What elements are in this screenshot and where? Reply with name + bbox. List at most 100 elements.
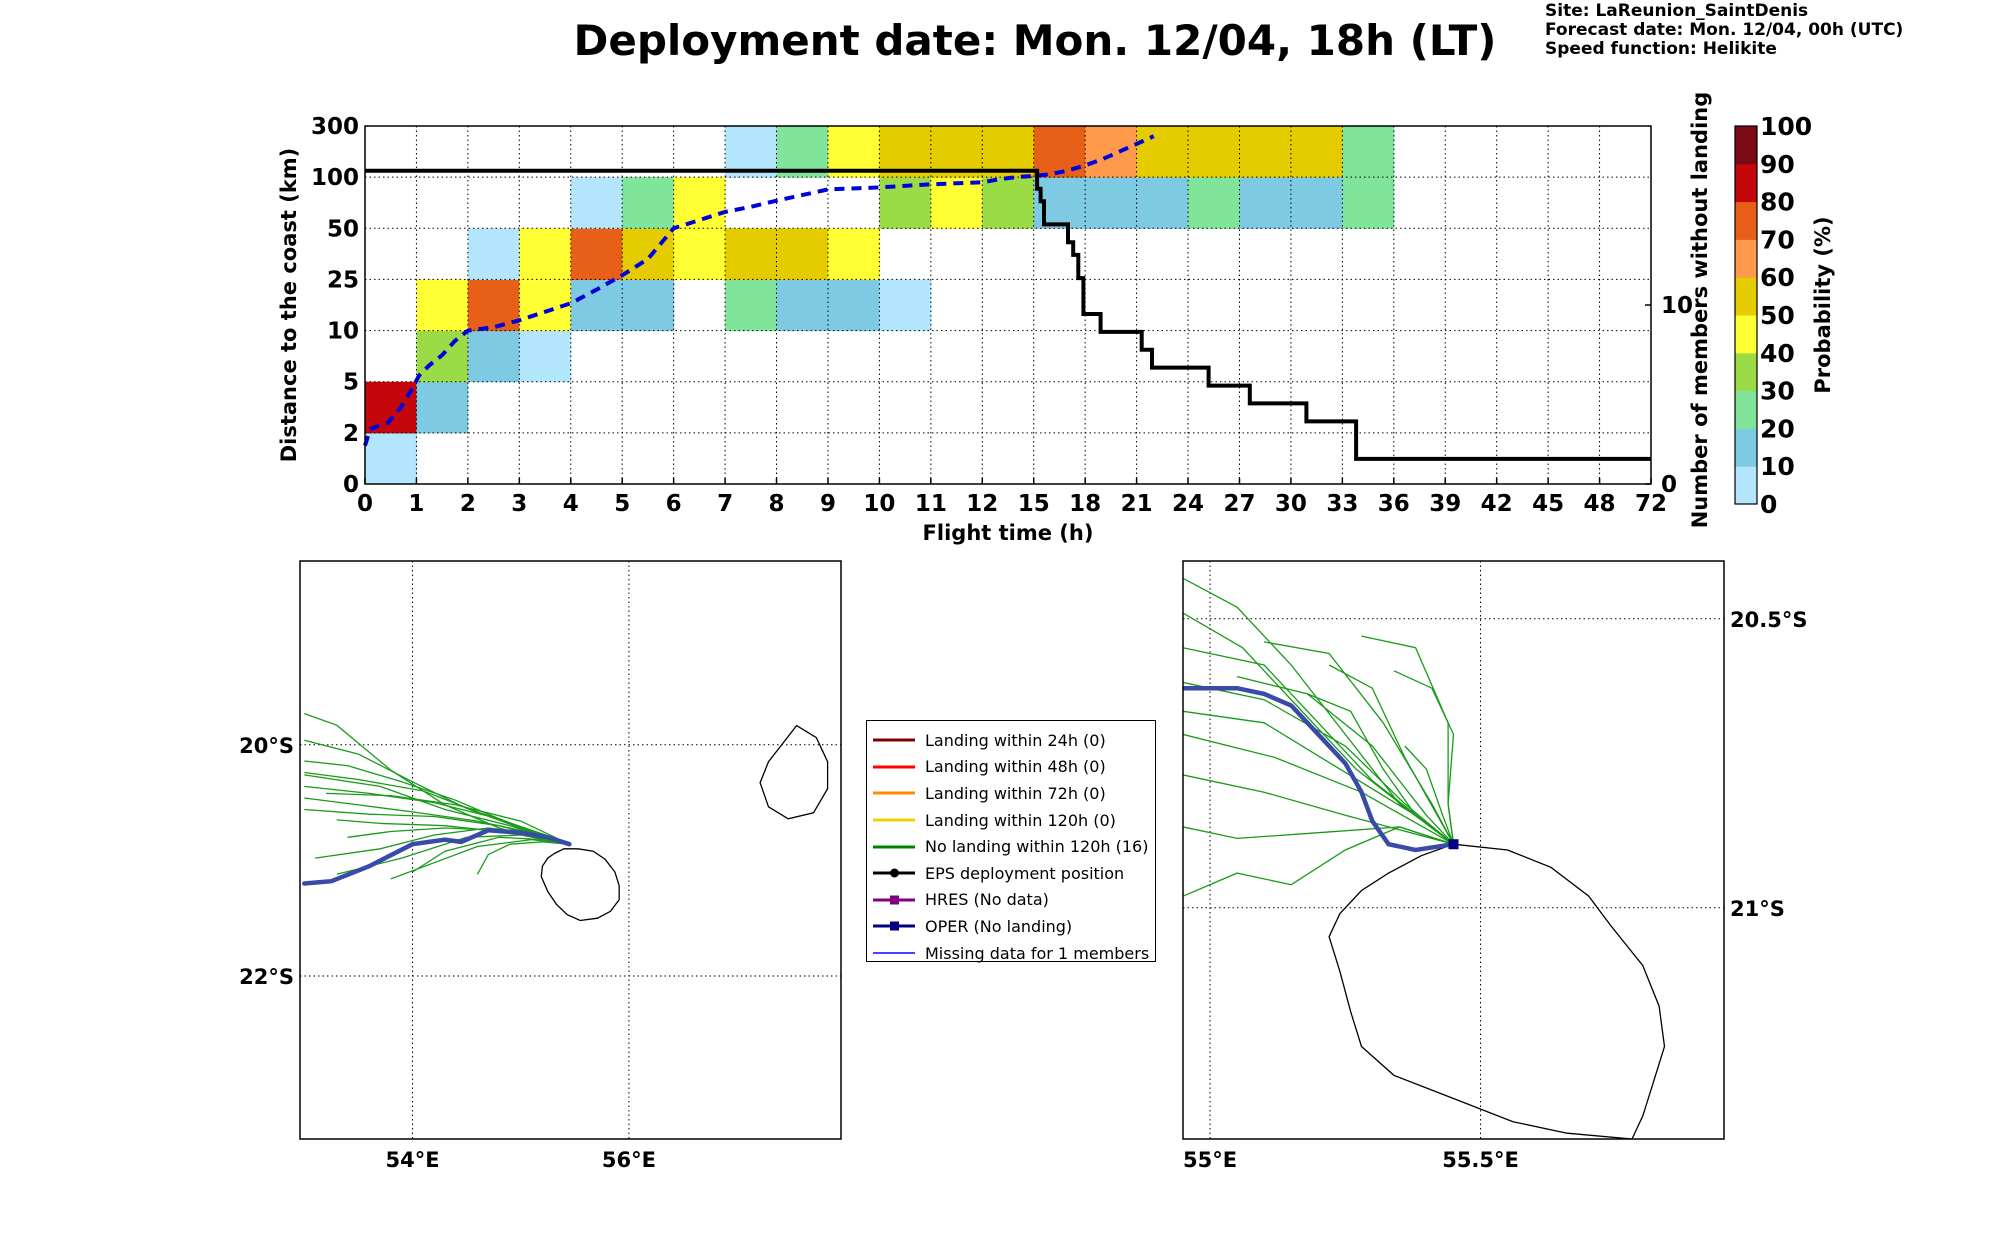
colorbar-tick-label: 100 <box>1760 112 1812 141</box>
x-tick-label: 12 <box>966 491 998 517</box>
map-frame <box>299 560 842 1140</box>
legend-circle-marker <box>890 868 899 878</box>
heatmap-cell <box>519 330 572 383</box>
legend-label: Landing within 48h (0) <box>925 757 1106 777</box>
member-trajectory-line <box>1236 675 1454 845</box>
probability-colorbar: 0 10 20 30 40 50 60 70 80 90 100 Probability (%) <box>1734 112 1835 519</box>
colorbar-tick-label: 40 <box>1760 339 1795 368</box>
heatmap-cell <box>365 432 417 485</box>
colorbar-tick-label: 0 <box>1760 490 1777 519</box>
legend-label: Missing data for 1 members <box>925 943 1150 963</box>
y-axis-label: Distance to the coast (km) <box>277 148 301 463</box>
colorbar-segment <box>1735 277 1757 316</box>
x-tick-label: 0 <box>357 491 373 517</box>
member-trajectory-line <box>476 841 570 875</box>
x-tick-label: 1 <box>408 491 424 517</box>
speed-function-label: Speed function: Helikite <box>1545 39 1777 59</box>
heatmap-cell <box>776 279 829 332</box>
member-trajectory-line <box>1183 733 1454 845</box>
member-trajectory-line <box>325 792 570 845</box>
heatmap-cell <box>1136 126 1189 178</box>
colorbar-segment <box>1735 466 1757 505</box>
oper-trajectory-line <box>1183 685 1456 853</box>
legend-swatch <box>873 890 915 910</box>
heatmap-cell <box>467 228 520 280</box>
legend-swatch <box>873 837 915 857</box>
colorbar-frame <box>1734 125 1758 505</box>
heatmap-cell <box>827 228 880 280</box>
legend-item: Landing within 72h (0) <box>873 780 1155 807</box>
heatmap-cell <box>519 228 572 280</box>
heatmap-cell <box>570 177 623 229</box>
y-tick-label: 5 <box>343 370 359 396</box>
colorbar-segment <box>1735 315 1757 354</box>
y-tick-label: 300 <box>311 114 359 140</box>
legend-line <box>873 791 915 795</box>
heatmap-cell <box>725 279 778 332</box>
member-trajectory-line <box>304 774 570 845</box>
site-label: Site: LaReunion_SaintDenis <box>1545 1 1809 21</box>
colorbar-segment <box>1735 201 1757 240</box>
y2-tick-label: 0 <box>1661 472 1677 498</box>
heatmap-cell <box>416 381 469 434</box>
x-tick-label: 42 <box>1481 491 1513 517</box>
map-y-tick-label: 20°S <box>239 734 294 758</box>
heatmap-cell <box>827 279 880 332</box>
legend-item: OPER (No landing) <box>873 913 1155 940</box>
reunion-coastline <box>540 848 620 922</box>
heatmap-cell <box>570 279 623 332</box>
legend-item: Landing within 24h (0) <box>873 727 1155 754</box>
oper-trajectory-line <box>302 828 572 886</box>
members-without-landing-line <box>365 168 1651 461</box>
member-trajectory-line <box>412 836 570 873</box>
heatmap-cell <box>725 228 778 280</box>
legend-label: Landing within 24h (0) <box>925 730 1106 750</box>
legend-swatch <box>873 783 915 803</box>
heatmap-cell <box>1085 126 1138 178</box>
y-tick-label: 10 <box>327 319 359 345</box>
colorbar-tick-label: 60 <box>1760 263 1795 292</box>
map-x-tick-label: 54°E <box>385 1148 439 1172</box>
x-tick-label: 4 <box>563 491 579 517</box>
reunion-coastline <box>1328 843 1666 1139</box>
member-trajectory-line <box>304 712 570 845</box>
legend-swatch <box>873 810 915 830</box>
member-trajectory-line <box>1404 745 1455 845</box>
member-trajectory-line <box>1361 635 1455 845</box>
member-trajectory-line <box>1183 774 1454 845</box>
x-axis-label: Flight time (h) <box>923 521 1094 545</box>
colorbar-segment <box>1735 428 1757 467</box>
trajectory-legend: Landing within 24h (0) Landing within 48h… <box>866 720 1156 963</box>
x-tick-label: 24 <box>1172 491 1204 517</box>
x-tick-label: 30 <box>1275 491 1307 517</box>
colorbar-tick-label: 70 <box>1760 225 1795 254</box>
y-tick-label: 0 <box>343 472 359 498</box>
x-tick-label: 15 <box>1018 491 1050 517</box>
colorbar-label: Probability (%) <box>1811 216 1835 393</box>
mauritius-coastline <box>759 724 829 820</box>
map-y-tick-label: 22°S <box>239 965 294 989</box>
legend-line <box>873 818 915 822</box>
colorbar-tick-label: 50 <box>1760 301 1795 330</box>
page-title: Deployment date: Mon. 12/04, 18h (LT) <box>573 16 1497 65</box>
site-info: Site: LaReunion_SaintDenis Forecast date… <box>1545 2 1903 59</box>
median-distance-line <box>363 134 1155 447</box>
x-tick-label: 48 <box>1584 491 1616 517</box>
legend-label: No landing within 120h (16) <box>925 837 1149 857</box>
legend-swatch <box>873 943 915 963</box>
member-trajectory-line <box>1183 826 1454 845</box>
x-tick-label: 5 <box>614 491 630 517</box>
legend-label: Landing within 120h (0) <box>925 810 1116 830</box>
heatmap-cell <box>1239 177 1292 229</box>
heatmap-cell <box>1342 126 1395 178</box>
member-trajectory-line <box>1307 693 1454 845</box>
map-y-tick-label: 21°S <box>1730 897 1785 921</box>
x-tick-label: 3 <box>511 491 527 517</box>
member-trajectory-line <box>1183 577 1454 845</box>
x-tick-label: 10 <box>863 491 895 517</box>
heatmap-cell <box>467 330 520 383</box>
x-tick-label: 18 <box>1069 491 1101 517</box>
heatmap-cell <box>776 228 829 280</box>
x-tick-label: 8 <box>769 491 785 517</box>
